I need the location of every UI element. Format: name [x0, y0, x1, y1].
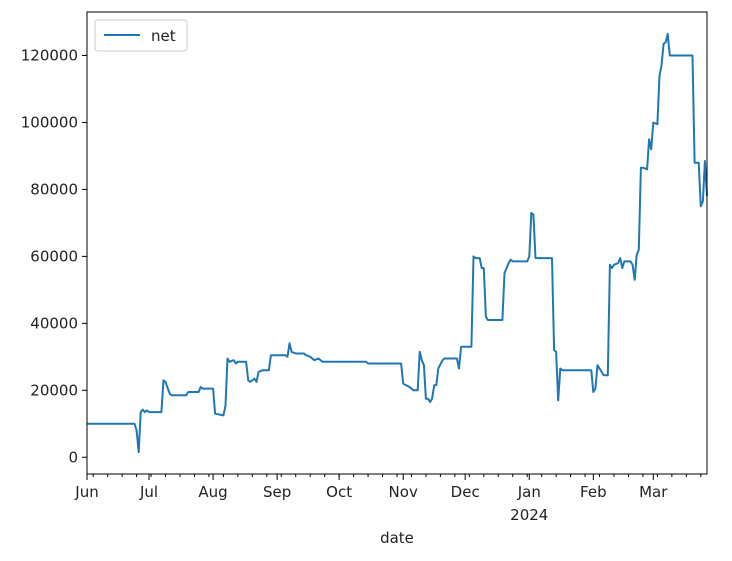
y-tick-label: 80000 — [30, 180, 78, 198]
x-tick-label: Aug — [198, 483, 227, 501]
x-axis: Jun Jul Aug Sep Oct Nov Dec Jan 2024 Feb Mar — [74, 474, 702, 524]
y-tick-label: 120000 — [21, 47, 78, 65]
plot-area — [87, 12, 707, 474]
series-line-net — [87, 32, 708, 454]
y-tick-label: 60000 — [30, 247, 78, 265]
x-tick-label: Jan — [517, 483, 541, 501]
x-tick-label: Oct — [326, 483, 352, 501]
x-tick-label: Nov — [389, 483, 418, 501]
x-tick-label: Feb — [580, 483, 607, 501]
x-tick-sublabel: 2024 — [510, 506, 548, 524]
x-tick-label: Dec — [451, 483, 480, 501]
x-tick-label: Jul — [139, 483, 158, 501]
x-tick-label: Jun — [74, 483, 98, 501]
legend-label-net: net — [151, 27, 176, 45]
y-tick-label: 100000 — [21, 113, 78, 131]
y-tick-label: 0 — [68, 448, 78, 466]
series-layer — [87, 32, 708, 454]
x-tick-label: Mar — [639, 483, 668, 501]
x-axis-label: date — [380, 529, 414, 547]
x-tick-label: Sep — [263, 483, 291, 501]
y-axis: 0 20000 40000 60000 80000 100000 120000 — [21, 47, 87, 466]
y-tick-label: 20000 — [30, 381, 78, 399]
legend-box — [94, 19, 188, 52]
y-tick-label: 40000 — [30, 314, 78, 332]
legend: net — [94, 19, 188, 52]
